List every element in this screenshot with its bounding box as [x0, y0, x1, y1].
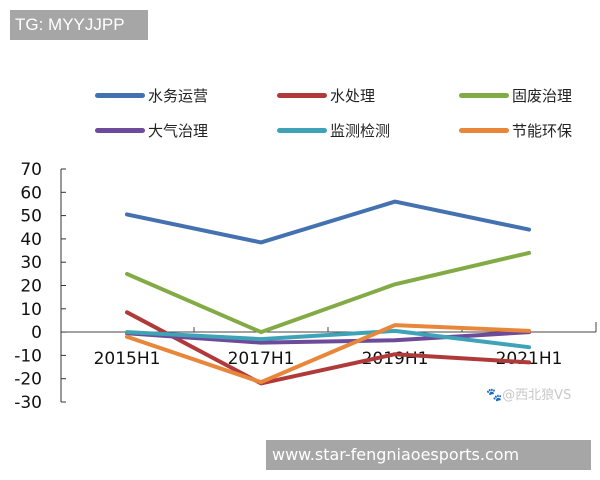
legend-label: 水处理	[330, 86, 376, 105]
y-tick-label: 50	[20, 207, 42, 227]
series-line	[125, 310, 531, 386]
legend-item-water-treatment: 水处理	[277, 84, 375, 106]
legend-swatch	[277, 127, 327, 133]
series-line	[125, 199, 531, 245]
legend-swatch	[277, 92, 327, 98]
legend-label: 水务运营	[148, 86, 209, 105]
legend-item-air: 大气治理	[95, 119, 208, 141]
y-tick-label: 40	[20, 230, 42, 250]
y-tick-label: 0	[31, 323, 42, 343]
y-tick-label: 60	[20, 183, 42, 203]
legend-item-energy: 节能环保	[459, 119, 572, 141]
x-tick-label: 2021H1	[496, 349, 563, 369]
y-tick-label: -20	[14, 370, 42, 390]
series-line	[125, 323, 531, 385]
legend-label: 节能环保	[512, 121, 573, 140]
legend-swatch	[459, 127, 509, 133]
url-banner: www.star-fengniaoesports.com	[266, 440, 591, 470]
series-lines	[125, 199, 531, 386]
x-tick-label: 2017H1	[228, 349, 295, 369]
series-line	[125, 250, 531, 335]
legend-item-solid-waste: 固废治理	[459, 84, 572, 106]
legend-label: 大气治理	[148, 121, 209, 140]
legend-item-monitoring: 监测检测	[277, 119, 390, 141]
series-line	[125, 328, 531, 350]
legend-item-water-ops: 水务运营	[95, 84, 208, 106]
x-tick-label: 2015H1	[94, 349, 161, 369]
watermark: 🐾@西北狼VS	[486, 388, 572, 403]
legend-label: 监测检测	[330, 121, 391, 140]
tg-badge: TG: MYYJJPP	[10, 10, 148, 40]
y-tick-label: 10	[20, 300, 42, 320]
y-tick-label: 70	[20, 160, 42, 180]
y-tick-labels: 70 60 50 40 30 20 10 0 -10 -20 -30	[14, 160, 42, 413]
y-tick-label: -10	[14, 346, 42, 366]
legend-label: 固废治理	[512, 86, 573, 105]
y-tick-label: 30	[20, 253, 42, 273]
legend-swatch	[459, 92, 509, 98]
y-axis	[60, 168, 66, 403]
legend-swatch	[95, 127, 145, 133]
legend-swatch	[95, 92, 145, 98]
y-tick-label: -30	[14, 393, 42, 413]
y-tick-label: 20	[20, 277, 42, 297]
series-line	[125, 330, 531, 345]
